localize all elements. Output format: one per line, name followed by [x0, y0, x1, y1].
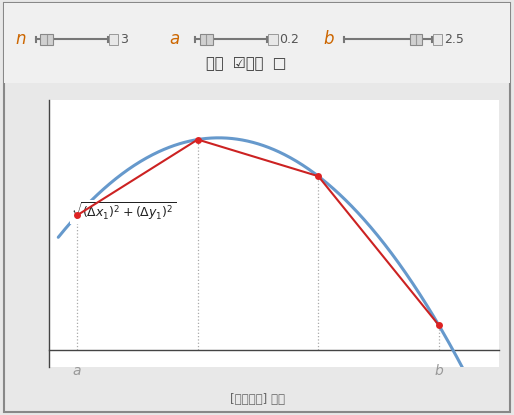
Text: +: +	[435, 37, 440, 42]
Text: 0.2: 0.2	[280, 33, 300, 46]
Text: b: b	[434, 364, 443, 378]
Text: +: +	[111, 37, 117, 42]
Text: n: n	[15, 30, 26, 49]
Text: b: b	[324, 30, 334, 49]
Text: a: a	[170, 30, 180, 49]
Text: 2.5: 2.5	[444, 33, 464, 46]
Text: a: a	[73, 364, 81, 378]
Text: 3: 3	[120, 33, 128, 46]
Text: [遇见数学] 制作: [遇见数学] 制作	[229, 393, 285, 406]
Text: $\sqrt{(\Delta x_1)^2+(\Delta y_1)^2}$: $\sqrt{(\Delta x_1)^2+(\Delta y_1)^2}$	[71, 201, 177, 223]
Text: +: +	[270, 37, 276, 42]
Text: 近似  ☑三角  □: 近似 ☑三角 □	[207, 56, 287, 71]
